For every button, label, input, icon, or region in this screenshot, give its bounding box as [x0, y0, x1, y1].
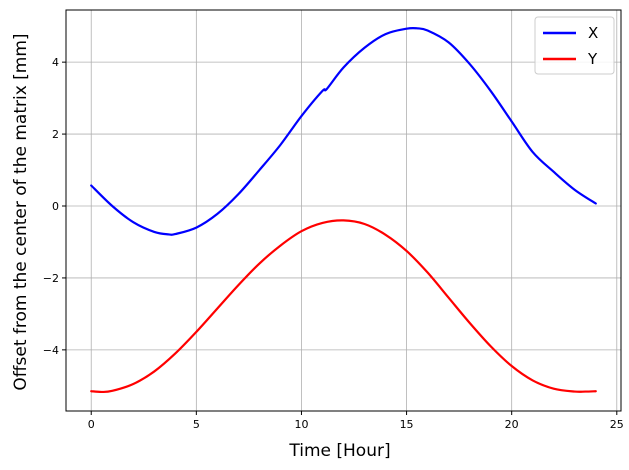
- x-tick-label: 15: [400, 418, 414, 431]
- x-tick-label: 10: [294, 418, 308, 431]
- series-lines: [90, 26, 597, 394]
- x-tick-label: 20: [505, 418, 519, 431]
- y-tick-label: −2: [43, 272, 59, 285]
- y-tick-label: 4: [52, 56, 59, 69]
- legend-box: [534, 16, 615, 75]
- series-line-y: [90, 219, 597, 394]
- y-tick-label: 0: [52, 200, 59, 213]
- x-tick-label: 5: [193, 418, 200, 431]
- series-line-x: [90, 26, 597, 236]
- plot-frame: [65, 9, 622, 412]
- x-tick-label: 0: [88, 418, 95, 431]
- x-axis-label: Time [Hour]: [288, 441, 390, 461]
- y-tick-label: −4: [43, 344, 59, 357]
- legend-label-y: Y: [587, 50, 598, 68]
- axis-ticks: 0 5 10 15 20 25 −4 −2 0 2 4: [43, 56, 624, 431]
- grid: [66, 10, 621, 411]
- y-axis-label: Offset from the center of the matrix [mm…: [11, 33, 31, 390]
- y-tick-label: 2: [52, 128, 59, 141]
- legend-label-x: X: [588, 24, 598, 42]
- legend: X Y: [534, 16, 615, 75]
- x-tick-label: 25: [610, 418, 624, 431]
